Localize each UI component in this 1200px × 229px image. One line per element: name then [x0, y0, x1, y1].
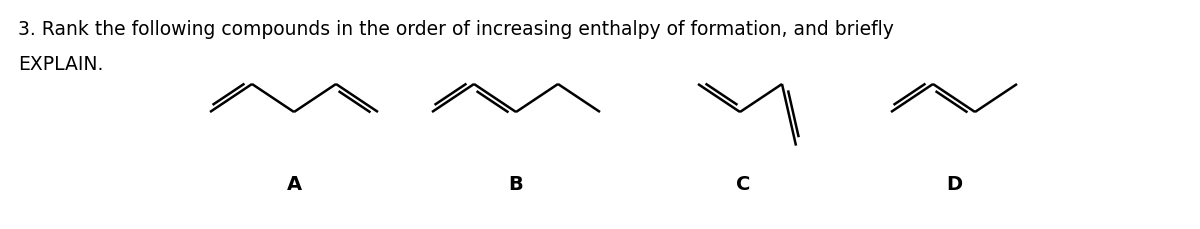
Text: C: C: [736, 175, 750, 194]
Text: EXPLAIN.: EXPLAIN.: [18, 55, 103, 74]
Text: 3. Rank the following compounds in the order of increasing enthalpy of formation: 3. Rank the following compounds in the o…: [18, 20, 894, 39]
Text: A: A: [287, 175, 301, 194]
Text: B: B: [509, 175, 523, 194]
Text: D: D: [946, 175, 962, 194]
